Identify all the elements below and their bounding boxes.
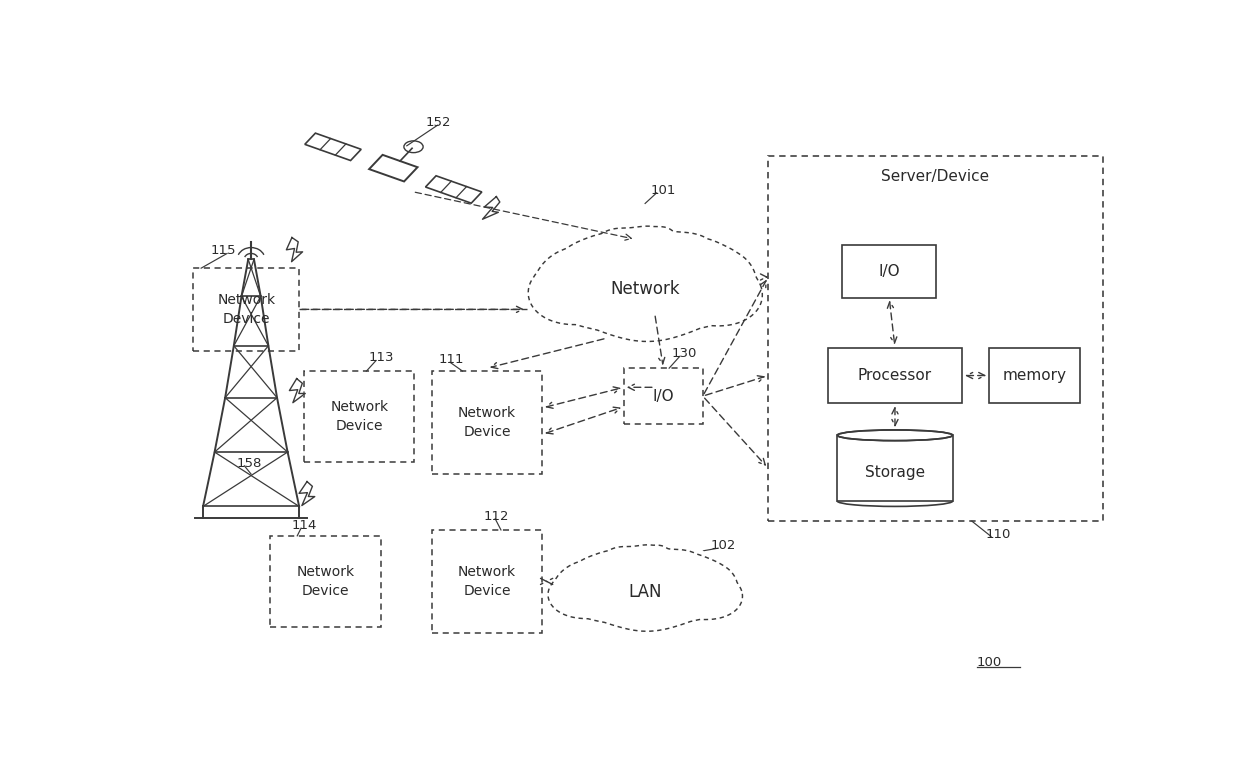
Polygon shape: [286, 238, 303, 262]
Polygon shape: [482, 196, 500, 219]
Ellipse shape: [682, 559, 730, 601]
Ellipse shape: [611, 206, 691, 286]
Ellipse shape: [693, 581, 738, 617]
Bar: [304, 371, 414, 462]
Ellipse shape: [611, 596, 683, 630]
Text: Network
Device: Network Device: [458, 565, 516, 598]
Ellipse shape: [837, 430, 952, 441]
Text: 130: 130: [672, 347, 697, 360]
Text: Storage: Storage: [866, 465, 925, 480]
Bar: [270, 536, 381, 627]
Text: Network
Device: Network Device: [217, 293, 275, 326]
Ellipse shape: [604, 294, 691, 341]
Text: Network
Device: Network Device: [458, 406, 516, 439]
Text: memory: memory: [1003, 368, 1066, 383]
Text: 112: 112: [484, 510, 510, 523]
Text: I/O: I/O: [652, 389, 675, 403]
Polygon shape: [299, 481, 315, 506]
Bar: [432, 371, 542, 474]
Ellipse shape: [652, 542, 709, 592]
Ellipse shape: [703, 274, 758, 323]
Ellipse shape: [655, 223, 722, 289]
Text: I/O: I/O: [878, 264, 900, 279]
Ellipse shape: [537, 238, 753, 340]
Ellipse shape: [577, 219, 650, 289]
Bar: [193, 268, 299, 351]
Text: 100: 100: [977, 656, 1002, 668]
Text: 110: 110: [986, 528, 1011, 541]
Ellipse shape: [562, 559, 619, 606]
Ellipse shape: [553, 578, 598, 615]
Text: Network
Device: Network Device: [296, 565, 355, 598]
Ellipse shape: [534, 270, 589, 320]
Text: Network: Network: [610, 280, 680, 298]
Text: Processor: Processor: [858, 368, 932, 383]
Text: 101: 101: [651, 184, 676, 197]
Text: 152: 152: [427, 116, 451, 129]
Text: 113: 113: [368, 351, 394, 364]
Text: LAN: LAN: [629, 583, 662, 601]
Ellipse shape: [589, 540, 649, 591]
Text: Network
Device: Network Device: [330, 400, 388, 433]
Text: Server/Device: Server/Device: [882, 170, 990, 184]
Text: 102: 102: [711, 539, 735, 552]
Text: 111: 111: [439, 353, 464, 366]
Ellipse shape: [546, 245, 614, 308]
Bar: [842, 244, 936, 297]
Polygon shape: [289, 379, 305, 403]
Text: 114: 114: [291, 520, 317, 533]
Ellipse shape: [689, 246, 748, 302]
Bar: [828, 348, 962, 403]
Bar: [768, 157, 1102, 521]
Bar: [837, 435, 952, 501]
Bar: [624, 368, 703, 424]
Bar: [432, 530, 542, 633]
Bar: [990, 348, 1080, 403]
Text: 115: 115: [211, 244, 237, 257]
Ellipse shape: [616, 530, 683, 589]
Text: 158: 158: [237, 457, 262, 470]
Ellipse shape: [556, 553, 734, 630]
